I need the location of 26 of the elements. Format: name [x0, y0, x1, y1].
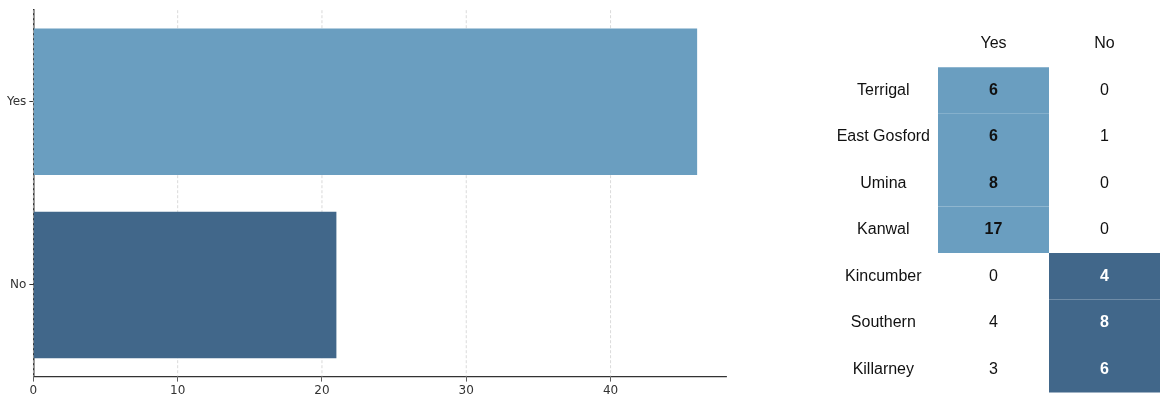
- y-tick-label: Terrigal: [857, 80, 910, 98]
- y-tick-label: Kanwal: [857, 220, 910, 238]
- data-label: 17: [984, 220, 1003, 238]
- y-tick-label: Killarney: [852, 359, 914, 377]
- data-label: 0: [1100, 220, 1110, 238]
- x-tick-label: 20: [314, 382, 330, 397]
- data-label: 0: [989, 266, 999, 284]
- data-label: 3: [989, 359, 999, 377]
- data-label: 0: [1100, 173, 1110, 191]
- data-label: 4: [989, 313, 999, 331]
- y-tick-label: Umina: [860, 173, 907, 191]
- data-label: 8: [1100, 313, 1110, 331]
- y-tick-label: Southern: [850, 313, 916, 331]
- y-tick-label: Kincumber: [845, 266, 923, 284]
- data-label: 8: [989, 173, 999, 191]
- data-label: 6: [989, 80, 999, 98]
- x-tick-label: 0: [29, 382, 38, 397]
- y-tick-label: East Gosford: [836, 127, 930, 145]
- data-label: 6: [1100, 359, 1110, 377]
- data-label: 4: [1100, 266, 1110, 284]
- x-tick-label: 30: [458, 382, 474, 397]
- x-tick-label: 10: [170, 382, 186, 397]
- data-label: 0: [1100, 80, 1110, 98]
- data-label: 6: [989, 127, 999, 145]
- data-label: 1: [1100, 127, 1110, 145]
- x-tick-label: 40: [602, 382, 619, 397]
